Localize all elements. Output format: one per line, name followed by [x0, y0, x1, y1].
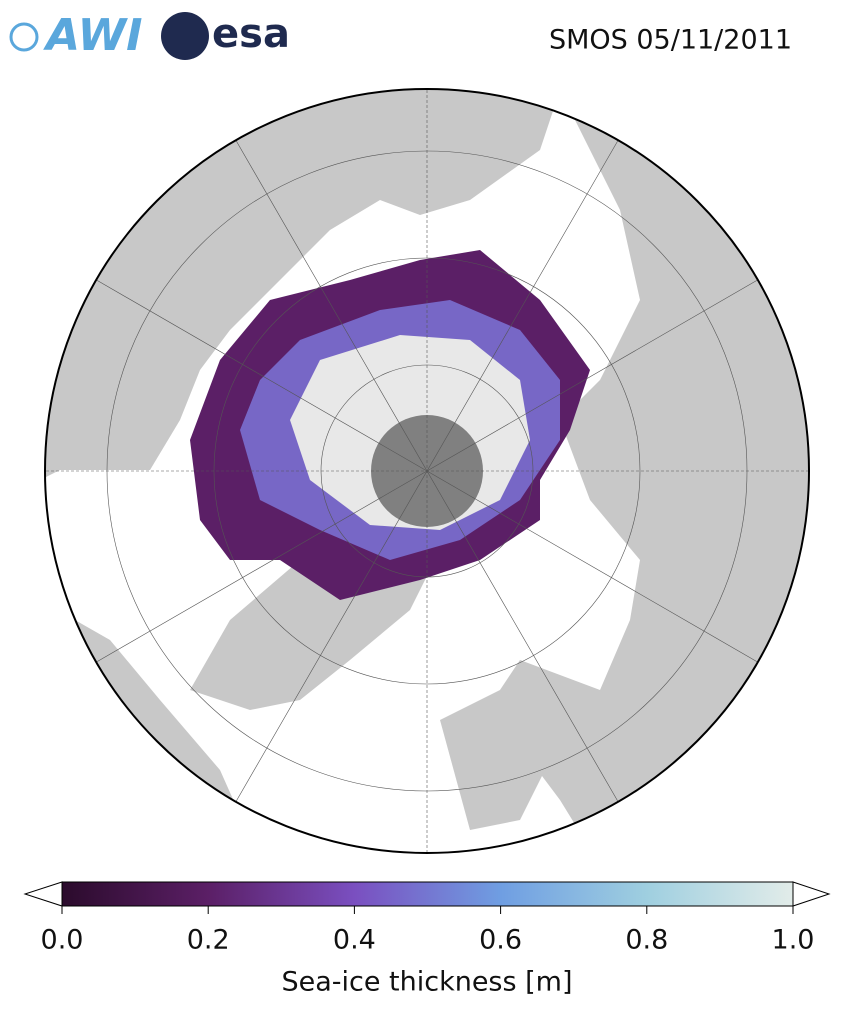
colorbar-extend-high [792, 881, 831, 907]
land-north-america [480, 90, 809, 853]
colorbar-tick-label: 0.4 [333, 925, 376, 956]
colorbar-label: Sea-ice thickness [m] [281, 967, 572, 998]
map-border [44, 88, 810, 854]
colorbar-tick-label: 0.0 [41, 925, 84, 956]
colorbar-ramp [61, 881, 794, 907]
colorbar-tick-label: 0.2 [187, 925, 230, 956]
esa-logo: esa [161, 11, 290, 60]
colorbar [23, 881, 831, 914]
graticule [45, 89, 809, 853]
colorbar-tick-label: 1.0 [772, 925, 815, 956]
map [45, 89, 809, 853]
colorbar-tick-label: 0.8 [625, 925, 668, 956]
awi-logo-ring [9, 22, 39, 52]
colorbar-extend-low [23, 881, 63, 907]
awi-logo: AWI [9, 10, 143, 61]
esa-logo-text: esa [212, 11, 290, 57]
esa-logo-globe [161, 12, 209, 60]
colorbar-tick-label: 0.6 [479, 925, 522, 956]
map-title: SMOS 05/11/2011 [549, 25, 792, 56]
awi-logo-text: AWI [43, 10, 143, 61]
land-baffin [440, 680, 560, 830]
